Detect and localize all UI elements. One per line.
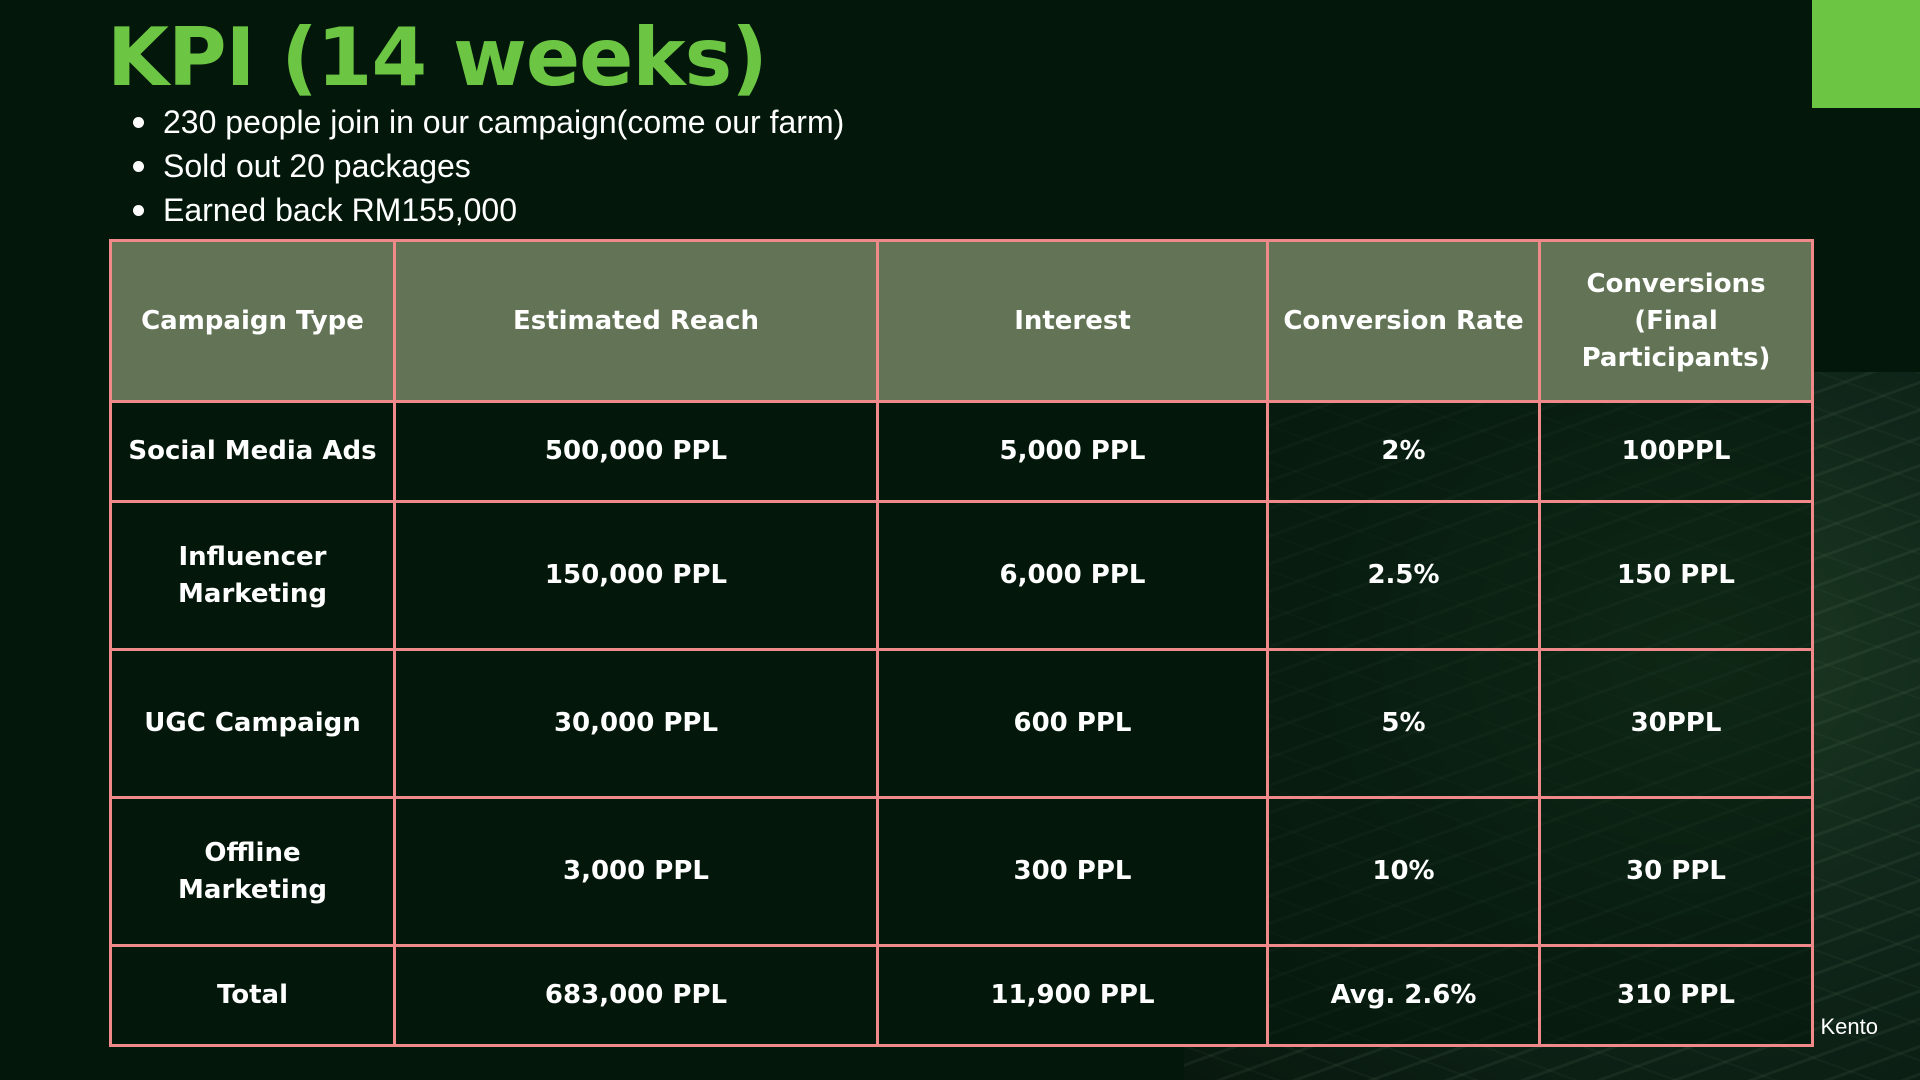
bullet-item: Sold out 20 packages <box>130 144 844 188</box>
table-row: Offline Marketing 3,000 PPL 300 PPL 10% … <box>109 796 1814 947</box>
cell-conversions: 150 PPL <box>1538 500 1814 651</box>
cell-campaign-type: Offline Marketing <box>109 796 396 947</box>
cell-interest: 11,900 PPL <box>876 944 1269 1047</box>
table-total-row: Total 683,000 PPL 11,900 PPL Avg. 2.6% 3… <box>109 944 1814 1047</box>
slide-title: KPI (14 weeks) <box>107 11 768 104</box>
bullet-item: 230 people join in our campaign(come our… <box>130 100 844 144</box>
cell-estimated-reach: 3,000 PPL <box>393 796 879 947</box>
cell-campaign-type: Social Media Ads <box>109 400 396 503</box>
cell-total-label: Total <box>109 944 396 1047</box>
table-row: UGC Campaign 30,000 PPL 600 PPL 5% 30PPL <box>109 648 1814 799</box>
cell-conversion-rate: 2% <box>1266 400 1541 503</box>
header-estimated-reach: Estimated Reach <box>393 239 879 403</box>
table-row: Influencer Marketing 150,000 PPL 6,000 P… <box>109 500 1814 651</box>
cell-estimated-reach: 500,000 PPL <box>393 400 879 503</box>
cell-conversion-rate: 2.5% <box>1266 500 1541 651</box>
header-conversions: Conversions (Final Participants) <box>1538 239 1814 403</box>
bullet-text: Sold out 20 packages <box>163 148 471 184</box>
cell-conversion-rate: 5% <box>1266 648 1541 799</box>
bullet-dot-icon <box>133 205 144 216</box>
bullet-text: Earned back RM155,000 <box>163 192 517 228</box>
cell-conversions: 30PPL <box>1538 648 1814 799</box>
cell-conversion-rate: Avg. 2.6% <box>1266 944 1541 1047</box>
cell-estimated-reach: 30,000 PPL <box>393 648 879 799</box>
bullet-dot-icon <box>133 161 144 172</box>
header-campaign-type: Campaign Type <box>109 239 396 403</box>
kpi-table: Campaign Type Estimated Reach Interest C… <box>109 239 1814 1047</box>
cell-interest: 600 PPL <box>876 648 1269 799</box>
cell-conversions: 30 PPL <box>1538 796 1814 947</box>
cell-conversions: 310 PPL <box>1538 944 1814 1047</box>
cell-campaign-type: UGC Campaign <box>109 648 396 799</box>
table-row: Social Media Ads 500,000 PPL 5,000 PPL 2… <box>109 400 1814 503</box>
corner-accent-square <box>1812 0 1920 108</box>
bullet-text: 230 people join in our campaign(come our… <box>163 104 845 140</box>
cell-estimated-reach: 683,000 PPL <box>393 944 879 1047</box>
footer-author-name: Kento <box>1820 1014 1879 1039</box>
cell-conversion-rate: 10% <box>1266 796 1541 947</box>
bullet-item: Earned back RM155,000 <box>130 188 844 232</box>
cell-interest: 5,000 PPL <box>876 400 1269 503</box>
bullet-dot-icon <box>133 117 144 128</box>
cell-interest: 6,000 PPL <box>876 500 1269 651</box>
summary-bullets: 230 people join in our campaign(come our… <box>130 100 844 232</box>
header-interest: Interest <box>876 239 1269 403</box>
cell-interest: 300 PPL <box>876 796 1269 947</box>
cell-campaign-type: Influencer Marketing <box>109 500 396 651</box>
table-header-row: Campaign Type Estimated Reach Interest C… <box>109 239 1814 403</box>
cell-estimated-reach: 150,000 PPL <box>393 500 879 651</box>
cell-conversions: 100PPL <box>1538 400 1814 503</box>
header-conversion-rate: Conversion Rate <box>1266 239 1541 403</box>
